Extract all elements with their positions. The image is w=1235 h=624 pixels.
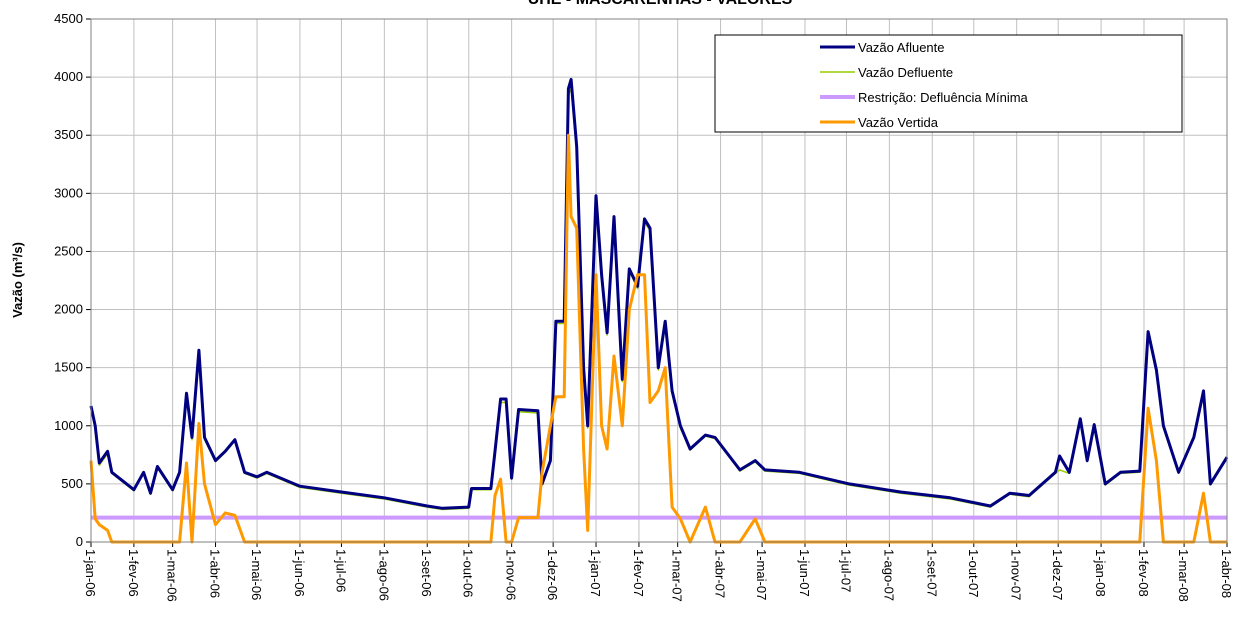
x-tick-label: 1-fev-08 <box>1136 549 1151 597</box>
y-tick-label: 4000 <box>54 69 83 84</box>
legend: Vazão Afluente Vazão Defluente Restrição: … <box>714 34 1183 133</box>
x-tick-label: 1-abr-07 <box>713 549 728 598</box>
y-tick-label: 1500 <box>54 360 83 375</box>
chart-title: UHE - MASCARENHAS - VALORES <box>528 0 793 8</box>
series-line <box>90 87 1228 511</box>
series-line <box>89 77 1229 510</box>
y-tick-label: 0 <box>76 534 83 549</box>
y-tick-label: 3500 <box>54 127 83 142</box>
x-tick-label: 1-mai-06 <box>249 549 264 600</box>
x-tick-label: 1-ago-06 <box>376 549 391 601</box>
x-tick-label: 1-jan-06 <box>83 549 98 597</box>
x-tick-label: 1-mar-06 <box>165 549 180 602</box>
x-tick-label: 1-mai-07 <box>754 549 769 600</box>
legend-label: Restrição: Defluência Mínima <box>858 90 1029 105</box>
x-tick-label: 1-mar-08 <box>1176 549 1191 602</box>
x-tick-label: 1-jan-07 <box>588 549 603 597</box>
x-tick-label: 1-ago-07 <box>881 549 896 601</box>
x-tick-label: 1-fev-07 <box>631 549 646 597</box>
y-tick-label: 2500 <box>54 243 83 258</box>
x-tick-label: 1-set-06 <box>419 549 434 597</box>
y-tick-label: 500 <box>61 476 83 491</box>
x-tick-label: 1-jul-06 <box>333 549 348 592</box>
legend-label: Vazão Afluente <box>858 40 945 55</box>
y-tick-label: 3000 <box>54 185 83 200</box>
x-tick-label: 1-dez-07 <box>1050 549 1065 600</box>
y-tick-label: 2000 <box>54 302 83 317</box>
lines <box>89 77 1229 544</box>
series-line <box>89 133 1227 544</box>
y-axis-label: Vazão (m³/s) <box>10 242 25 318</box>
x-tick-label: 1-dez-06 <box>545 549 560 600</box>
x-tick-label: 1-out-07 <box>966 549 981 597</box>
x-tick-label: 1-nov-06 <box>504 549 519 600</box>
x-tick-label: 1-jun-07 <box>797 549 812 597</box>
legend-label: Vazão Vertida <box>858 115 939 130</box>
y-tick-label: 4500 <box>54 11 83 26</box>
x-tick-label: 1-abr-08 <box>1219 549 1234 598</box>
y-tick-label: 1000 <box>54 418 83 433</box>
x-tick-label: 1-set-07 <box>924 549 939 597</box>
x-tick-label: 1-jun-06 <box>292 549 307 597</box>
x-tick-label: 1-jul-07 <box>838 549 853 592</box>
plot-frame <box>90 18 1228 543</box>
x-tick-label: 1-nov-07 <box>1009 549 1024 600</box>
x-tick-label: 1-jan-08 <box>1093 549 1108 597</box>
x-tick-label: 1-mar-07 <box>670 549 685 602</box>
x-tick-label: 1-out-06 <box>461 549 476 597</box>
legend-label: Vazão Defluente <box>858 65 953 80</box>
x-tick-label: 1-abr-06 <box>208 549 223 598</box>
legend-box <box>714 34 1183 133</box>
x-tick-label: 1-fev-06 <box>126 549 141 597</box>
